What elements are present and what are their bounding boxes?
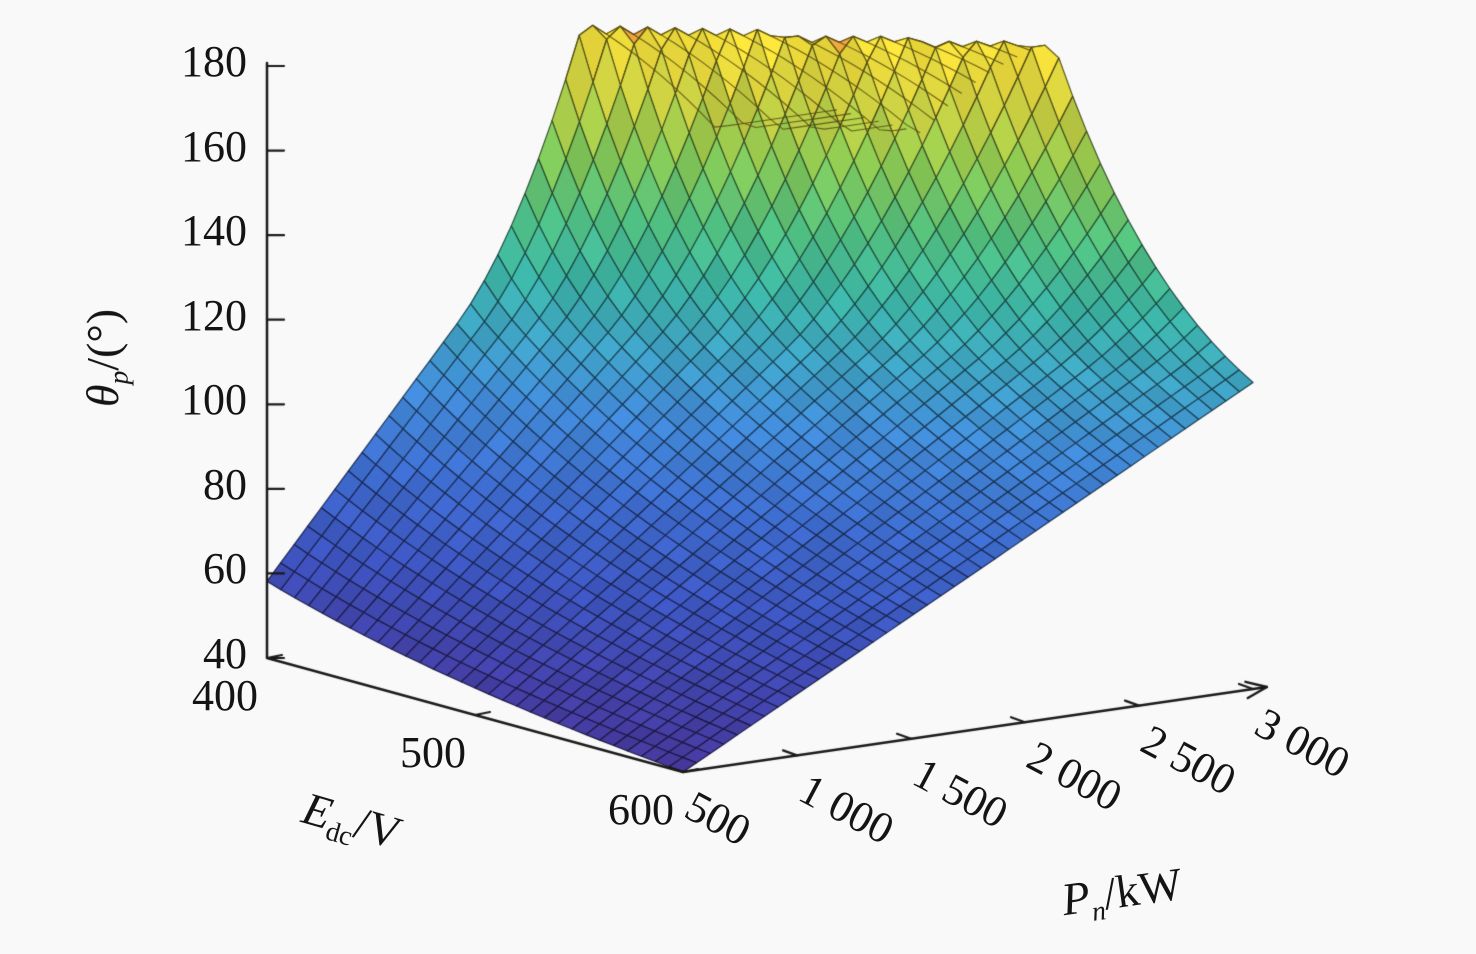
y-axis-unit: /kW [1099,857,1186,920]
z-tick-label: 140 [181,206,247,256]
z-axis-subscript: p [102,370,134,385]
z-axis-unit: /(°) [77,308,128,371]
z-tick-label: 160 [181,121,247,171]
x-tick-label: 600 [608,785,674,834]
z-axis-title: θp/(°) [77,308,134,408]
y-axis-symbol: P [1058,870,1094,926]
z-tick-label: 60 [203,544,247,594]
z-tick-label: 40 [203,629,247,678]
z-tick-label: 180 [181,36,247,86]
z-axis-symbol: θ [77,384,128,408]
z-tick-label: 120 [181,290,247,340]
z-tick-label: 100 [181,375,247,425]
x-tick-label: 500 [400,728,466,777]
z-tick-label: 80 [203,459,247,509]
x-tick-label: 400 [192,671,258,720]
